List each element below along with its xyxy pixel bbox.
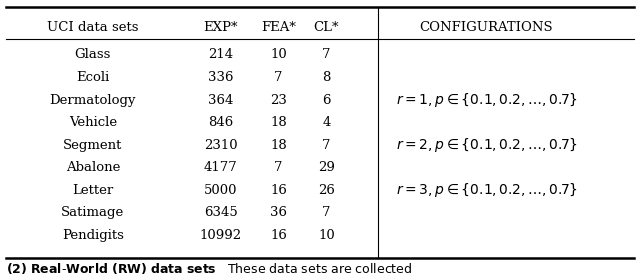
Text: Segment: Segment bbox=[63, 139, 122, 152]
Text: 10992: 10992 bbox=[200, 229, 242, 242]
Text: 18: 18 bbox=[270, 139, 287, 152]
Text: Vehicle: Vehicle bbox=[68, 116, 117, 129]
Text: 7: 7 bbox=[274, 71, 283, 84]
Text: Letter: Letter bbox=[72, 184, 113, 197]
Text: $\mathbf{(2)\ Real\text{-}World\ (RW)\ data\ sets}$   These data sets are collec: $\mathbf{(2)\ Real\text{-}World\ (RW)\ d… bbox=[6, 262, 413, 275]
Text: 364: 364 bbox=[208, 94, 234, 107]
Text: Ecoli: Ecoli bbox=[76, 71, 109, 84]
Text: 2310: 2310 bbox=[204, 139, 237, 152]
Text: 846: 846 bbox=[208, 116, 234, 129]
Text: 10: 10 bbox=[270, 48, 287, 62]
Text: 36: 36 bbox=[270, 206, 287, 219]
Text: Pendigits: Pendigits bbox=[62, 229, 124, 242]
Text: 7: 7 bbox=[322, 48, 331, 62]
Text: UCI data sets: UCI data sets bbox=[47, 21, 138, 34]
Text: 5000: 5000 bbox=[204, 184, 237, 197]
Text: 6345: 6345 bbox=[204, 206, 237, 219]
Text: 16: 16 bbox=[270, 229, 287, 242]
Text: FEA*: FEA* bbox=[261, 21, 296, 34]
Text: Abalone: Abalone bbox=[66, 161, 120, 174]
Text: 4177: 4177 bbox=[204, 161, 237, 174]
Text: 23: 23 bbox=[270, 94, 287, 107]
Text: $r = 1, p \in \{0.1, 0.2, \ldots, 0.7\}$: $r = 1, p \in \{0.1, 0.2, \ldots, 0.7\}$ bbox=[396, 91, 577, 109]
Text: 8: 8 bbox=[322, 71, 331, 84]
Text: CONFIGURATIONS: CONFIGURATIONS bbox=[420, 21, 553, 34]
Text: 6: 6 bbox=[322, 94, 331, 107]
Text: 7: 7 bbox=[322, 139, 331, 152]
Text: 29: 29 bbox=[318, 161, 335, 174]
Text: 336: 336 bbox=[208, 71, 234, 84]
Text: EXP*: EXP* bbox=[204, 21, 238, 34]
Text: 7: 7 bbox=[274, 161, 283, 174]
Text: Glass: Glass bbox=[75, 48, 111, 62]
Text: 4: 4 bbox=[322, 116, 331, 129]
Text: $r = 2, p \in \{0.1, 0.2, \ldots, 0.7\}$: $r = 2, p \in \{0.1, 0.2, \ldots, 0.7\}$ bbox=[396, 136, 577, 154]
Text: 10: 10 bbox=[318, 229, 335, 242]
Text: 16: 16 bbox=[270, 184, 287, 197]
Text: 214: 214 bbox=[208, 48, 234, 62]
Text: 18: 18 bbox=[270, 116, 287, 129]
Text: Satimage: Satimage bbox=[61, 206, 124, 219]
Text: $r = 3, p \in \{0.1, 0.2, \ldots, 0.7\}$: $r = 3, p \in \{0.1, 0.2, \ldots, 0.7\}$ bbox=[396, 181, 577, 199]
Text: Dermatology: Dermatology bbox=[49, 94, 136, 107]
Text: 7: 7 bbox=[322, 206, 331, 219]
Text: 26: 26 bbox=[318, 184, 335, 197]
Text: CL*: CL* bbox=[314, 21, 339, 34]
